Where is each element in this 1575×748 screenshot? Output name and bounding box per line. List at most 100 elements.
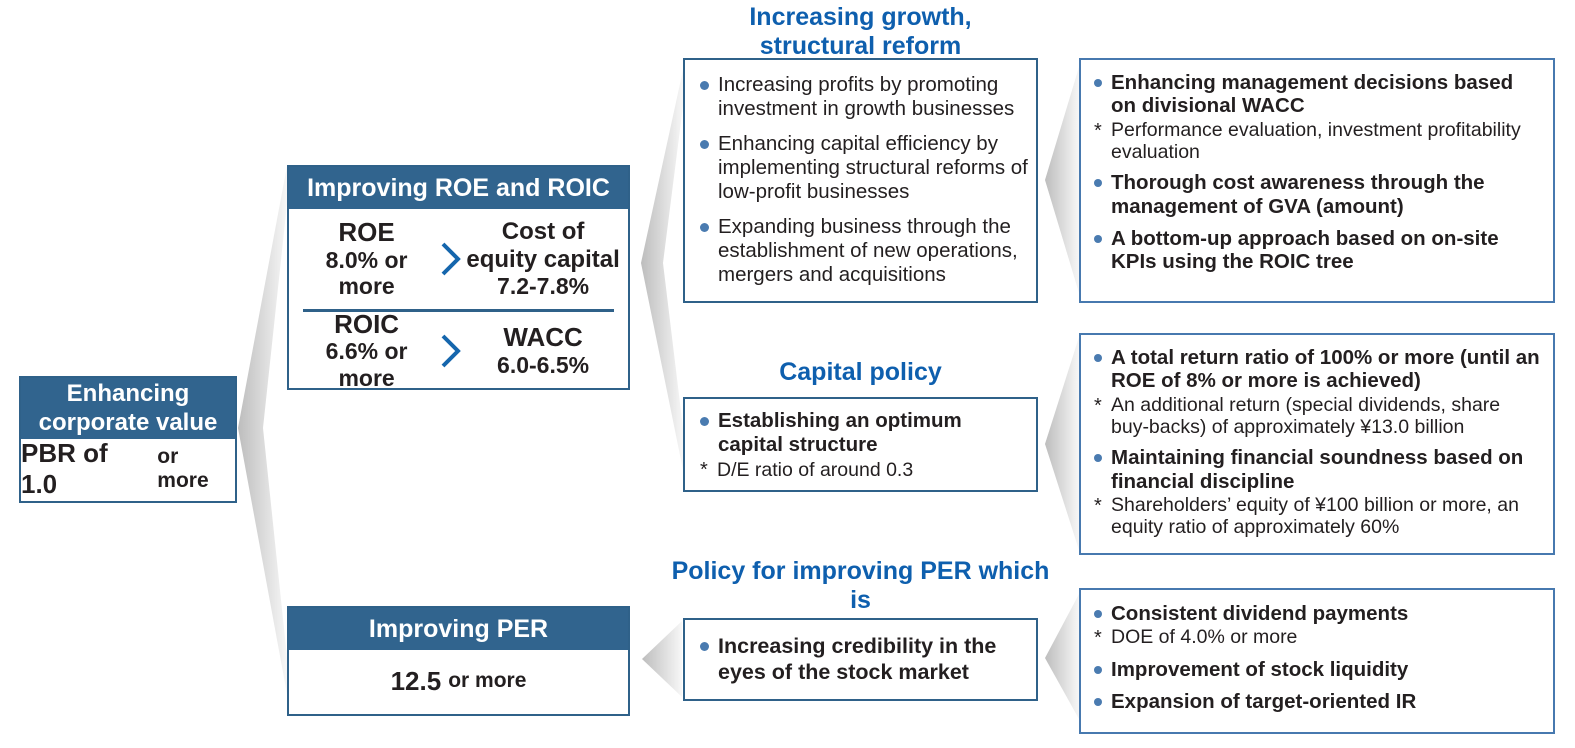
bullet-icon — [700, 139, 709, 149]
footnote-text: Performance evaluation, investment profi… — [1111, 118, 1521, 163]
title-line: Increasing growth, — [749, 3, 972, 31]
asterisk-icon: * — [700, 458, 708, 481]
bullet-icon — [1094, 179, 1102, 188]
bullet-icon — [1094, 235, 1102, 244]
bullet-icon — [700, 642, 709, 652]
roe-label: ROE — [338, 217, 395, 248]
improving-per-header: Improving PER — [289, 608, 628, 650]
bullet-text: Establishing an optimum capital structur… — [718, 409, 962, 456]
footnote: * Shareholders’ equity of ¥100 billion o… — [1094, 494, 1543, 539]
roe-roic-header: Improving ROE and ROIC — [289, 167, 628, 209]
cost-of-equity-value: 7.2-7.8% — [497, 273, 590, 300]
bullet-text: Consistent dividend payments — [1111, 602, 1409, 625]
growth-reform-box: Increasing profits by promoting investme… — [683, 58, 1038, 303]
pbr-target: PBR of 1.0 or more — [21, 438, 235, 499]
roe-target: 8.0% or more — [325, 246, 408, 300]
capital-policy-title: Capital policy — [779, 358, 942, 386]
bullet-icon — [700, 81, 709, 90]
cost-of-equity-label: Cost of equity capital — [466, 218, 620, 273]
wacc-value: 6.0-6.5% — [497, 351, 590, 378]
list-item: A total return ratio of 100% or more (un… — [1094, 346, 1543, 393]
list-item: Enhancing capital efficiency by implemen… — [700, 132, 1028, 204]
bullet-text: Enhancing management decisions based on … — [1111, 71, 1514, 118]
bullet-icon — [700, 222, 709, 232]
connector-mid-wedge — [641, 70, 683, 470]
connector-arrow-mid-right — [1045, 337, 1079, 550]
connector-arrow-bottom-right — [1045, 594, 1079, 719]
roic-row: ROIC 6.6% or more WACC 6.0-6.5% — [289, 308, 628, 391]
per-target: 12.5 or more — [289, 650, 628, 712]
roe-row: ROE 8.0% or more Cost of equity capital … — [289, 209, 628, 309]
bullet-text: A bottom-up approach based on on-site KP… — [1111, 227, 1499, 274]
bullet-icon — [1094, 665, 1102, 674]
wacc-label: WACC — [503, 321, 583, 352]
footnote: * DOE of 4.0% or more — [1094, 626, 1543, 650]
connector-left-wedge — [238, 166, 287, 694]
greater-than-icon — [441, 242, 462, 276]
bullet-text: Expansion of target-oriented IR — [1111, 690, 1417, 714]
growth-reform-title: Increasing growth, structural reform — [683, 3, 1038, 60]
bullet-text: A total return ratio of 100% or more (un… — [1111, 346, 1540, 393]
bullet-icon — [1094, 698, 1102, 707]
enhancing-corporate-value-header: Enhancing corporate value — [21, 378, 235, 439]
connector-arrow-top-right — [1045, 67, 1079, 293]
bullet-icon — [700, 417, 709, 426]
list-item: Improvement of stock liquidity — [1094, 658, 1543, 681]
dividend-policy-box: Consistent dividend payments * DOE of 4.… — [1079, 588, 1555, 734]
title-line: Policy for improving PER which is — [671, 557, 1050, 614]
list-item: Enhancing management decisions based on … — [1094, 71, 1543, 118]
divider — [303, 309, 614, 312]
per-suffix: or more — [448, 669, 527, 692]
list-item: Establishing an optimum capital structur… — [700, 409, 1028, 457]
enhancing-corporate-value-box: Enhancing corporate value PBR of 1.0 or … — [19, 376, 237, 503]
bullet-icon — [1094, 79, 1102, 87]
footnote: * D/E ratio of around 0.3 — [700, 459, 1028, 482]
header-title-line: corporate value — [38, 408, 218, 436]
list-item: Expansion of target-oriented IR — [1094, 690, 1543, 713]
footnote-text: D/E ratio of around 0.3 — [717, 458, 914, 481]
list-item: Maintaining financial soundness based on… — [1094, 446, 1543, 493]
roe-roic-box: Improving ROE and ROIC ROE 8.0% or more … — [287, 165, 630, 391]
asterisk-icon: * — [1094, 119, 1102, 142]
pbr-suffix: or more — [157, 445, 209, 492]
asterisk-icon: * — [1094, 627, 1102, 650]
list-item: Increasing profits by promoting investme… — [700, 73, 1028, 121]
footnote: * An additional return (special dividend… — [1094, 393, 1543, 439]
asterisk-icon: * — [1094, 394, 1102, 417]
connector-arrow-per — [642, 621, 682, 697]
bullet-icon — [1094, 354, 1102, 362]
improving-per-box: Improving PER 12.5 or more — [287, 606, 630, 716]
roic-label: ROIC — [334, 308, 400, 339]
list-item: Increasing credibility in the eyes of th… — [700, 634, 1028, 684]
bullet-text: Maintaining financial soundness based on… — [1111, 446, 1524, 493]
bullet-text: Enhancing capital efficiency by implemen… — [718, 131, 1028, 203]
per-value: 12.5 — [390, 665, 442, 696]
list-item: Expanding business through the establish… — [700, 215, 1028, 287]
greater-than-icon — [441, 334, 462, 367]
return-policy-box: A total return ratio of 100% or more (un… — [1079, 333, 1555, 555]
list-item: Thorough cost awareness through the mana… — [1094, 171, 1543, 218]
footnote-text: Shareholders’ equity of ¥100 billion or … — [1111, 494, 1519, 538]
header-title-line: Enhancing — [66, 380, 190, 408]
bullet-icon — [1094, 610, 1102, 618]
capital-policy-box: Establishing an optimum capital structur… — [683, 397, 1038, 492]
bullet-text: Increasing credibility in the eyes of th… — [718, 634, 997, 684]
bullet-icon — [1094, 454, 1102, 463]
pbr-value: PBR of 1.0 — [21, 438, 108, 499]
list-item: Consistent dividend payments — [1094, 602, 1543, 625]
bullet-text: Expanding business through the establish… — [718, 214, 1018, 286]
footnote: * Performance evaluation, investment pro… — [1094, 118, 1543, 164]
bullet-text: Thorough cost awareness through the mana… — [1111, 171, 1485, 218]
bullet-text: Increasing profits by promoting investme… — [718, 73, 1015, 120]
per-policy-box: Increasing credibility in the eyes of th… — [683, 618, 1038, 701]
roic-target: 6.6% or more — [325, 338, 408, 391]
footnote-text: An additional return (special dividends,… — [1111, 393, 1501, 438]
title-line: structural reform — [759, 31, 962, 60]
bullet-text: Improvement of stock liquidity — [1111, 657, 1409, 681]
wacc-management-box: Enhancing management decisions based on … — [1079, 58, 1555, 303]
asterisk-icon: * — [1094, 495, 1102, 518]
footnote-text: DOE of 4.0% or more — [1111, 626, 1298, 649]
list-item: A bottom-up approach based on on-site KP… — [1094, 227, 1543, 274]
